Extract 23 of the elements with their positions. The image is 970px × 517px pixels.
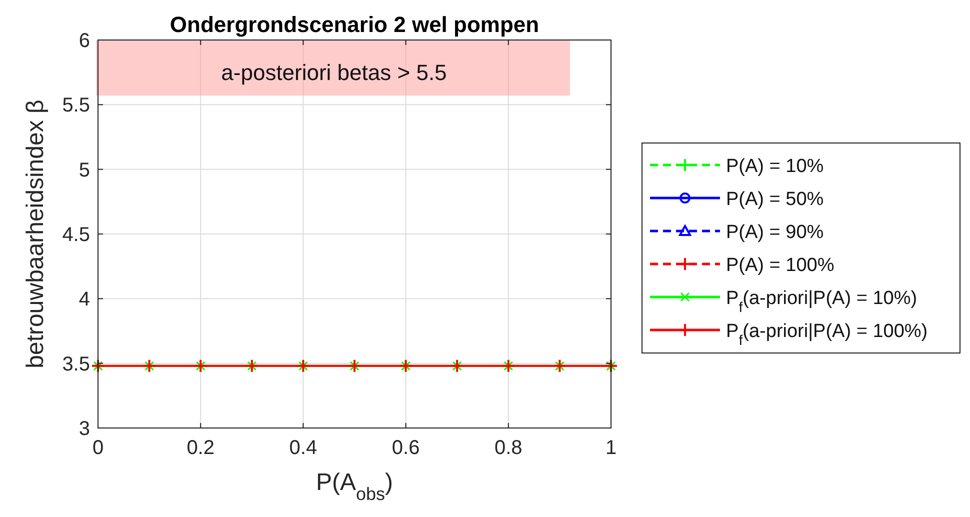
x-axis-title: P(A$_{obs}$)	[316, 469, 394, 504]
x-tick-label: 1	[605, 437, 617, 459]
legend-label: P(A) = 50%	[726, 189, 824, 210]
legend-label: P$_{f}$(a-priori|P(A) = 10%)	[726, 288, 918, 316]
x-tick-label: 0.8	[494, 437, 522, 459]
y-tick-label: 5	[78, 159, 90, 182]
legend-label: P(A) = 90%	[726, 222, 824, 243]
annotation: a-posteriori betas > 5.5	[221, 60, 447, 85]
x-tick-label: 0.6	[392, 437, 420, 459]
y-tick-label: 3.5	[62, 353, 90, 376]
y-axis-title: betrouwbaarheidsindex β	[22, 100, 49, 368]
y-tick-label: 4.5	[62, 224, 90, 246]
legend-label: P$_{f}$(a-priori|P(A) = 100%)	[726, 321, 928, 349]
legend-label: P(A) = 100%	[726, 255, 834, 276]
y-tick-label: 3	[78, 418, 90, 440]
chart-title: Ondergrondscenario 2 wel pompen	[170, 12, 540, 37]
y-tick-label: 4	[78, 288, 90, 311]
x-tick-label: 0	[92, 437, 104, 459]
x-tick-label: 0.2	[186, 437, 215, 459]
x-tick-label: 0.4	[289, 437, 318, 459]
y-tick-label: 5.5	[62, 94, 90, 117]
legend-label: P(A) = 10%	[726, 156, 824, 177]
y-tick-label: 6	[78, 30, 90, 52]
